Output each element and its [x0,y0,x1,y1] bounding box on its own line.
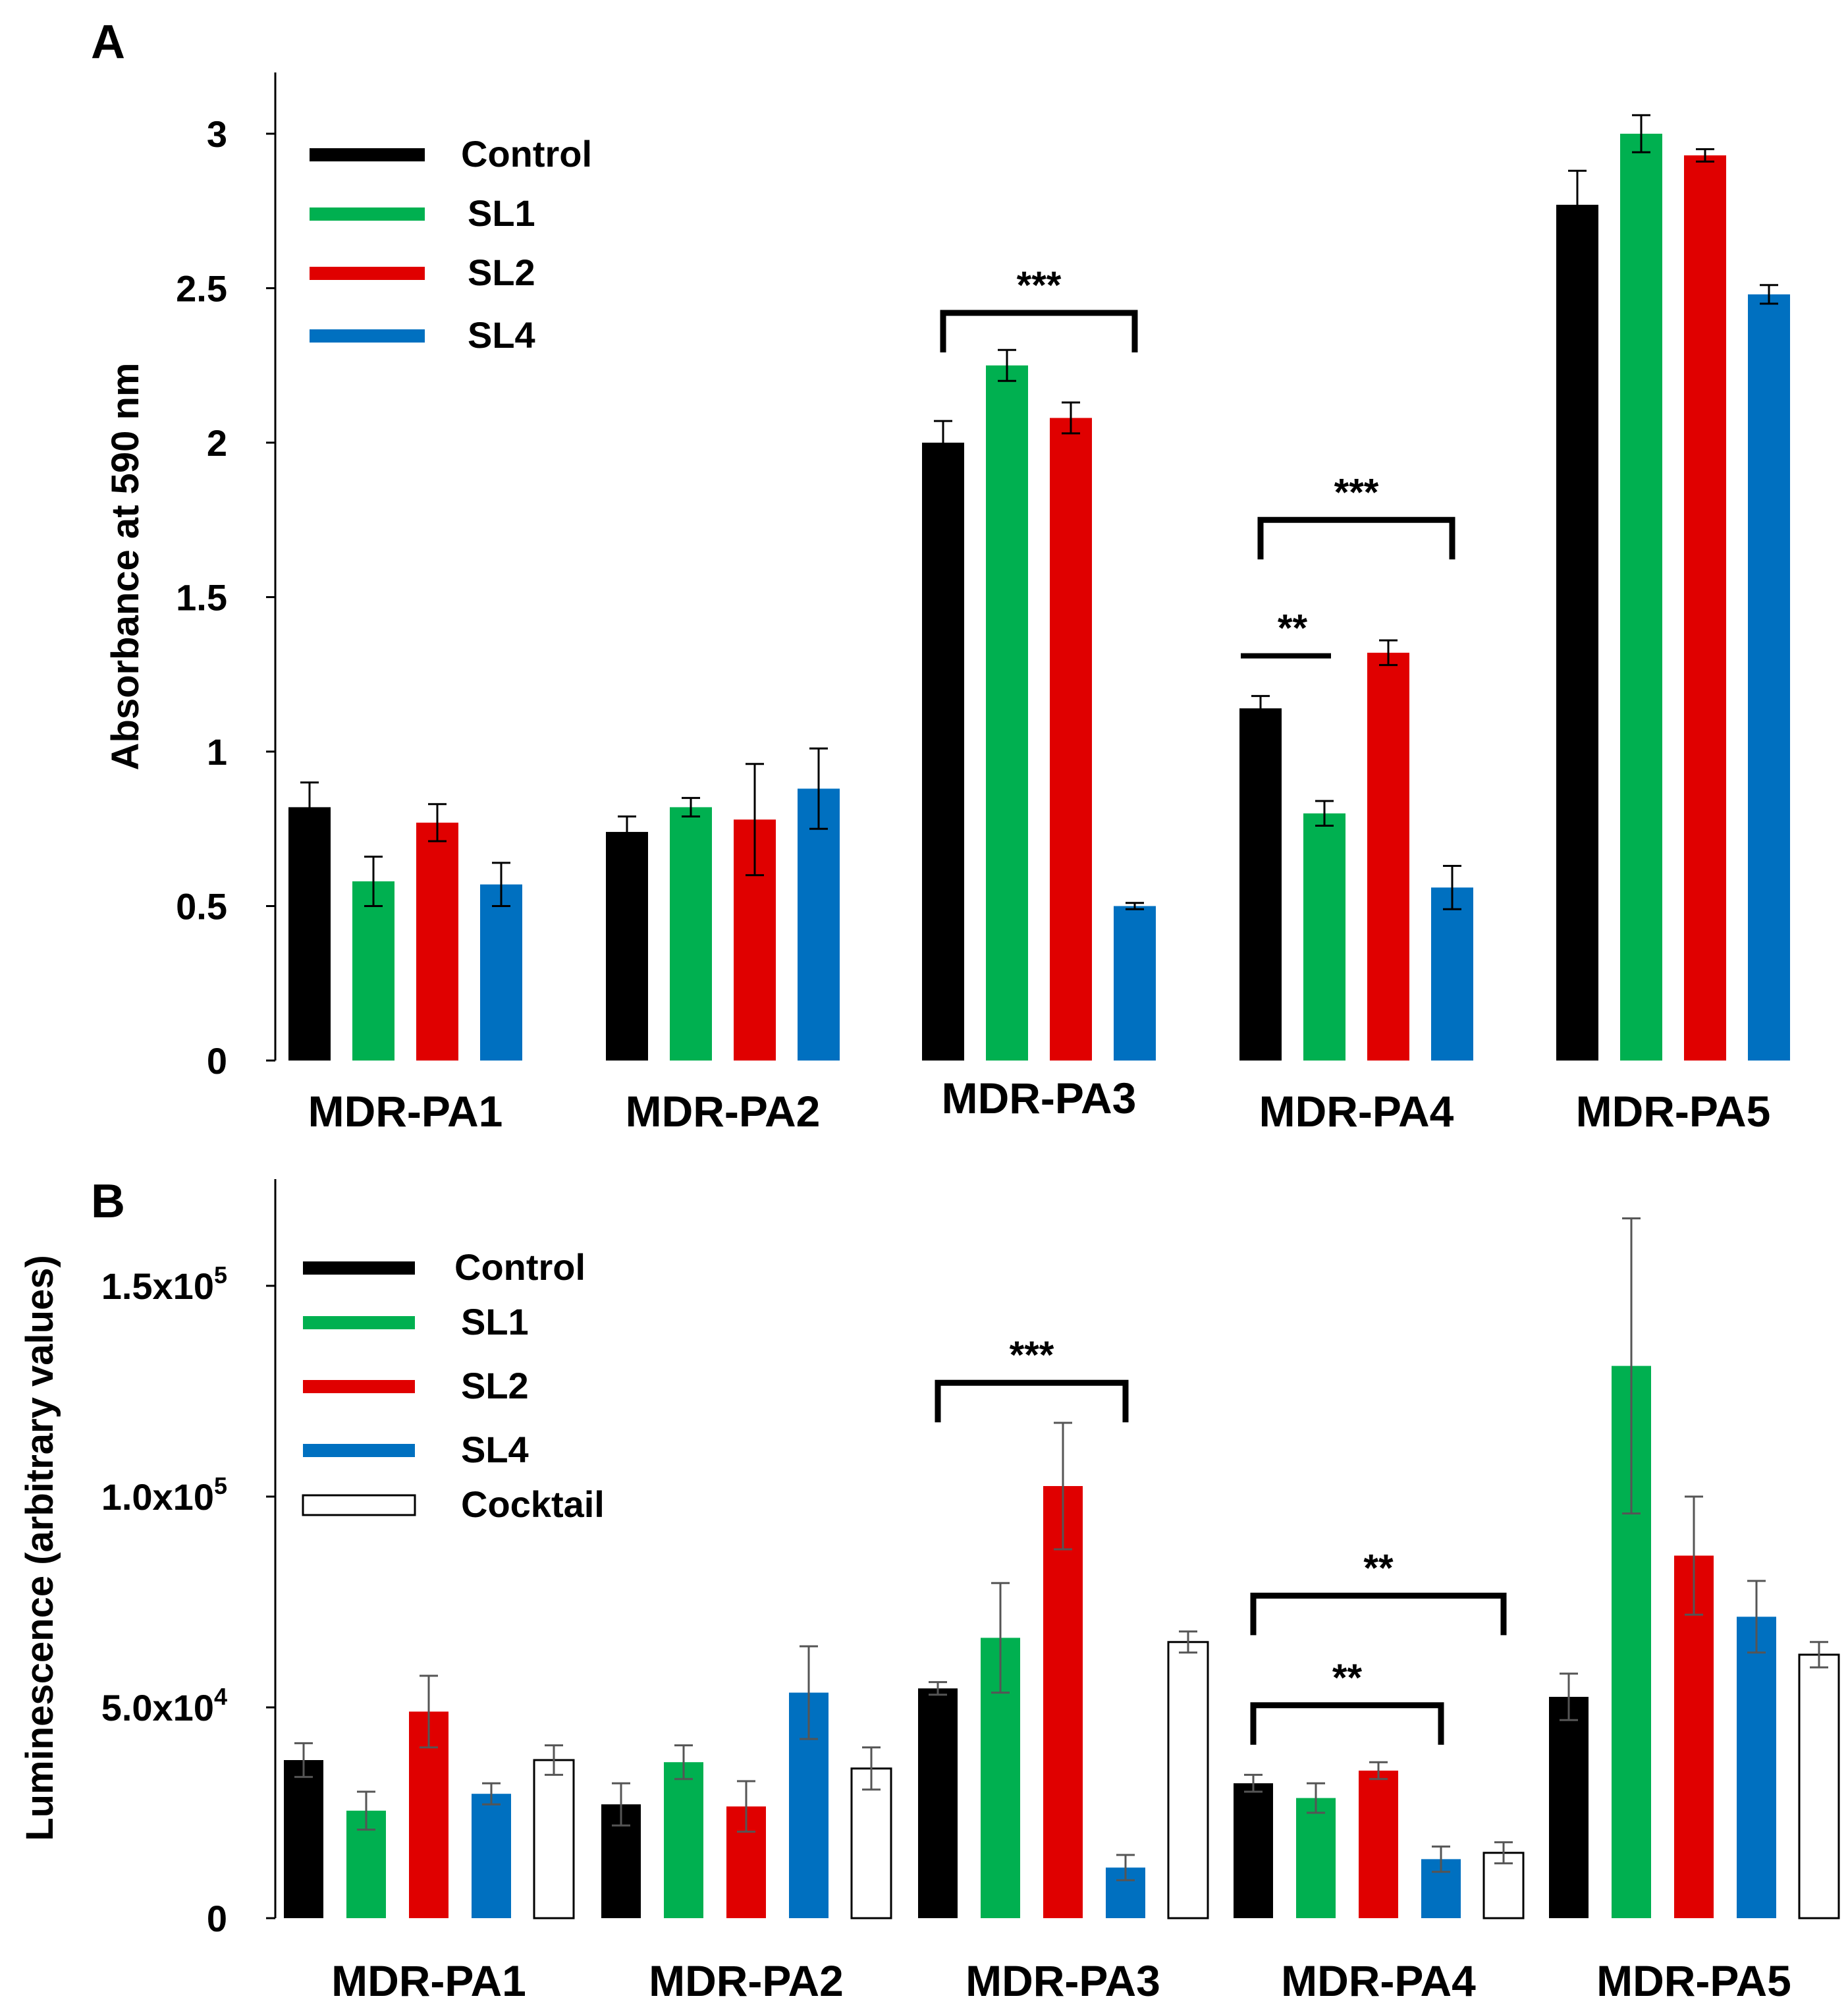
panel-a-legend-swatch-control [310,148,425,161]
panel-b-category-label: MDR-PA1 [331,1956,526,2005]
panel-a-significance-label: *** [1017,264,1062,307]
panel-b-legend-label-sl2: SL2 [461,1365,529,1406]
panel-a-category-label: MDR-PA1 [308,1087,503,1136]
panel-b-significance-bracket [1250,1702,1444,1745]
panel-a-bar-sl4-mdr-pa4 [1431,887,1473,1061]
panel-a-category-label: MDR-PA4 [1259,1087,1454,1136]
panel-b-significance-bracket [935,1379,1129,1423]
panel-a-legend-swatch-sl1 [310,207,425,221]
panel-b-legend-label-cocktail: Cocktail [461,1483,605,1525]
panel-a-significance-bracket [1257,516,1455,560]
panel-a-ytick-label: 0.5 [176,886,227,927]
panel-b-y-axis-label: Luminescence (arbitrary values) [18,1255,61,1841]
panel-b-legend-swatch-sl2 [303,1380,415,1393]
panel-a-bar-control-mdr-pa1 [288,807,331,1061]
panel-b-ytick-exponent: 5 [214,1472,227,1499]
panel-b-legend-label-control: Control [454,1246,585,1288]
chart-panel-b: 0 5.0x104 1.0x105 1.5x105 Luminescence (arbi… [18,1179,1840,2005]
panel-b-category-label: MDR-PA3 [965,1956,1160,2005]
panel-b-legend-swatch-sl4 [303,1444,415,1457]
panel-a-bar-sl2-mdr-pa4 [1367,652,1409,1061]
panel-b-significance-bracket [1250,1592,1507,1636]
panel-b-bar-control-mdr-pa5 [1549,1697,1589,1918]
panel-b-bar-control-mdr-pa3 [918,1688,958,1918]
panel-a-significance-label: *** [1334,471,1379,514]
panel-b-bar-control-mdr-pa1 [284,1760,323,1918]
panel-b-bar-sl4-mdr-pa5 [1737,1616,1776,1918]
panel-a-legend-label-sl1: SL1 [468,192,535,234]
panel-a-ytick-label: 1 [207,731,227,773]
panel-a-category-label: MDR-PA2 [626,1087,821,1136]
panel-b-bar-sl2-mdr-pa5 [1674,1555,1714,1918]
panel-b-ytick-label: 1.5x105 [101,1261,227,1307]
panel-a-bar-sl1-mdr-pa5 [1620,134,1662,1061]
panel-a-bar-sl1-mdr-pa2 [670,807,712,1061]
panel-b-ytick-label: 5.0x104 [101,1683,227,1728]
panel-b-bar-cocktail-mdr-pa2 [850,1767,892,1919]
panel-b-legend-swatch-control [303,1261,415,1275]
panel-a-significance-label: ** [1278,607,1308,650]
panel-b-bar-control-mdr-pa4 [1234,1783,1273,1918]
panel-b-significance-label: ** [1363,1547,1394,1589]
panel-b-legend-swatch-sl1 [303,1316,415,1329]
panel-b-bar-sl4-mdr-pa1 [472,1794,511,1918]
panel-a-legend-label-sl2: SL2 [468,252,535,293]
panel-b-bar-cocktail-mdr-pa5 [1798,1653,1840,1919]
panel-b-letter: B [91,1175,125,1228]
panel-a-bar-control-mdr-pa3 [922,443,964,1061]
panel-b-ytick-exponent: 5 [214,1261,227,1288]
panel-a-legend-swatch-sl4 [310,329,425,343]
panel-a-bar-sl1-mdr-pa4 [1303,813,1345,1061]
panel-a-bar-sl1-mdr-pa1 [352,881,394,1061]
panel-b-category-label: MDR-PA2 [649,1956,844,2005]
panel-b-significance-label: ** [1332,1657,1363,1699]
panel-a-ytick-label: 3 [207,113,227,155]
panel-a-category-label: MDR-PA3 [942,1074,1137,1122]
chart-panel-a: 0 0.5 1 1.5 2 2.5 3 Absorbance at 590 nm MDR-PA1… [104,72,1790,1136]
panel-b-bar-sl1-mdr-pa2 [664,1762,703,1918]
panel-a-ytick-label: 0 [207,1040,227,1082]
panel-a-bar-sl4-mdr-pa1 [480,884,522,1061]
panel-a-legend-swatch-sl2 [310,267,425,280]
panel-a-bar-sl4-mdr-pa3 [1114,906,1156,1061]
panel-b-bar-sl2-mdr-pa4 [1359,1771,1398,1918]
panel-b-legend-label-sl4: SL4 [461,1429,529,1470]
panel-a-legend-label-sl4: SL4 [468,314,535,356]
panel-a-bar-control-mdr-pa4 [1239,708,1282,1061]
panel-a-bar-sl2-mdr-pa1 [416,822,458,1061]
panel-b-ytick-label: 0 [207,1898,227,1939]
panel-b-bar-cocktail-mdr-pa1 [533,1759,575,1919]
panel-a-bar-sl2-mdr-pa3 [1050,418,1092,1061]
panel-a-bar-sl1-mdr-pa3 [986,365,1028,1061]
panel-a-category-label: MDR-PA5 [1576,1087,1771,1136]
panel-a-bar-control-mdr-pa2 [606,831,648,1061]
panel-b-ytick-exponent: 4 [214,1683,227,1710]
panel-a-bar-sl4-mdr-pa2 [798,788,840,1061]
panel-b-ytick-label: 1.0x105 [101,1472,227,1518]
panel-a-ytick-label: 2.5 [176,268,227,310]
panel-b-bar-cocktail-mdr-pa3 [1167,1641,1209,1919]
panel-a-ytick-label: 1.5 [176,577,227,619]
panel-a-bar-sl4-mdr-pa5 [1748,294,1790,1061]
panel-a-y-axis-label: Absorbance at 590 nm [104,363,147,771]
panel-b-legend-label-sl1: SL1 [461,1301,529,1342]
panel-b-category-label: MDR-PA5 [1596,1956,1791,2005]
panel-b-legend-swatch-cocktail [302,1494,416,1516]
panel-a-bar-sl2-mdr-pa5 [1684,155,1726,1061]
panel-a-ytick-label: 2 [207,422,227,464]
panel-b-bar-sl1-mdr-pa4 [1296,1798,1336,1918]
panel-b-bar-sl2-mdr-pa3 [1043,1486,1083,1918]
panel-b-significance-label: *** [1010,1334,1054,1377]
panel-a-legend-label-control: Control [461,133,592,175]
panel-a-significance-bracket [940,310,1138,353]
panel-b-category-label: MDR-PA4 [1281,1956,1476,2005]
panel-a-bar-control-mdr-pa5 [1556,204,1598,1061]
panel-a-letter: A [91,16,125,69]
